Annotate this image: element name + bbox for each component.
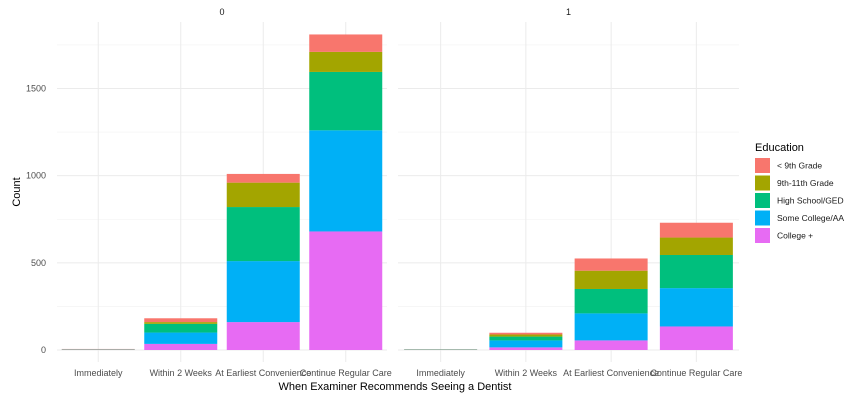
bar-segment: [226, 182, 300, 208]
bar-segment: [144, 323, 218, 333]
bar-segment: [659, 288, 733, 327]
legend-item: Some College/AA: [755, 210, 844, 226]
bar-segment: [489, 332, 563, 335]
bar-segment: [659, 222, 733, 238]
bar-segment: [226, 207, 300, 262]
bar-segment: [574, 313, 648, 341]
bar-segment: [144, 343, 218, 350]
legend-item: College +: [755, 228, 813, 243]
bar-segment: [574, 270, 648, 289]
bar-segment: [489, 340, 563, 348]
y-axis-title: Count: [11, 177, 23, 206]
x-tick-label: At Earliest Convenience: [215, 368, 311, 378]
bar-segment: [659, 254, 733, 289]
x-tick-label: Continue Regular Care: [300, 368, 392, 378]
y-tick-label: 0: [41, 345, 46, 355]
x-tick-label: Continue Regular Care: [650, 368, 742, 378]
x-tick-label: Within 2 Weeks: [495, 368, 558, 378]
x-tick-label: Immediately: [416, 368, 465, 378]
legend: Education < 9th Grade 9th-11th Grade High …: [755, 142, 844, 243]
legend-title: Education: [755, 142, 804, 154]
bar-segment: [489, 347, 563, 350]
bar-segment: [226, 261, 300, 323]
bar-segment: [309, 34, 383, 52]
facet-label: 0: [219, 7, 224, 17]
y-axis: 0 500 1000 1500: [26, 84, 46, 356]
legend-swatch: [755, 158, 770, 173]
bar-segment: [659, 326, 733, 350]
x-tick-label: Within 2 Weeks: [150, 368, 213, 378]
legend-swatch: [755, 210, 770, 226]
legend-label: 9th-11th Grade: [777, 178, 834, 188]
bar-segment: [309, 231, 383, 350]
y-tick-label: 1000: [26, 171, 46, 181]
y-tick-label: 500: [31, 258, 46, 268]
bar-segment: [144, 332, 218, 344]
legend-label: < 9th Grade: [777, 161, 822, 171]
bar-segment: [226, 322, 300, 350]
facet-label: 1: [566, 7, 571, 17]
x-axis-title: When Examiner Recommends Seeing a Dentis…: [279, 381, 512, 393]
bar-segment: [144, 318, 218, 323]
facet-panel-0: 0 Immediately Within 2 Weeks At Earliest Co…: [57, 7, 392, 378]
facet-panel-1: 1 Immediately Within 2 Weeks At Earliest Co…: [398, 7, 742, 378]
x-tick-label: At Earliest Convenience: [563, 368, 659, 378]
legend-label: High School/GED: [777, 196, 844, 206]
legend-item: High School/GED: [755, 193, 844, 208]
x-tick-label: Immediately: [74, 368, 123, 378]
bar-segment: [574, 340, 648, 350]
bar-segment: [574, 288, 648, 314]
bar-segment: [226, 173, 300, 183]
bar-segment: [489, 334, 563, 337]
legend-label: College +: [777, 231, 813, 241]
legend-swatch: [755, 193, 770, 208]
bar-segment: [309, 130, 383, 232]
bar-segment: [144, 322, 218, 324]
legend-swatch: [755, 175, 770, 191]
bar-segment: [309, 71, 383, 131]
bar-segment: [574, 258, 648, 271]
legend-label: Some College/AA: [777, 213, 844, 223]
legend-item: < 9th Grade: [755, 158, 822, 173]
legend-item: 9th-11th Grade: [755, 175, 834, 191]
bar-segment: [309, 51, 383, 72]
legend-swatch: [755, 228, 770, 243]
bar-segment: [659, 237, 733, 255]
y-tick-label: 1500: [26, 84, 46, 94]
bar-segment: [489, 336, 563, 341]
